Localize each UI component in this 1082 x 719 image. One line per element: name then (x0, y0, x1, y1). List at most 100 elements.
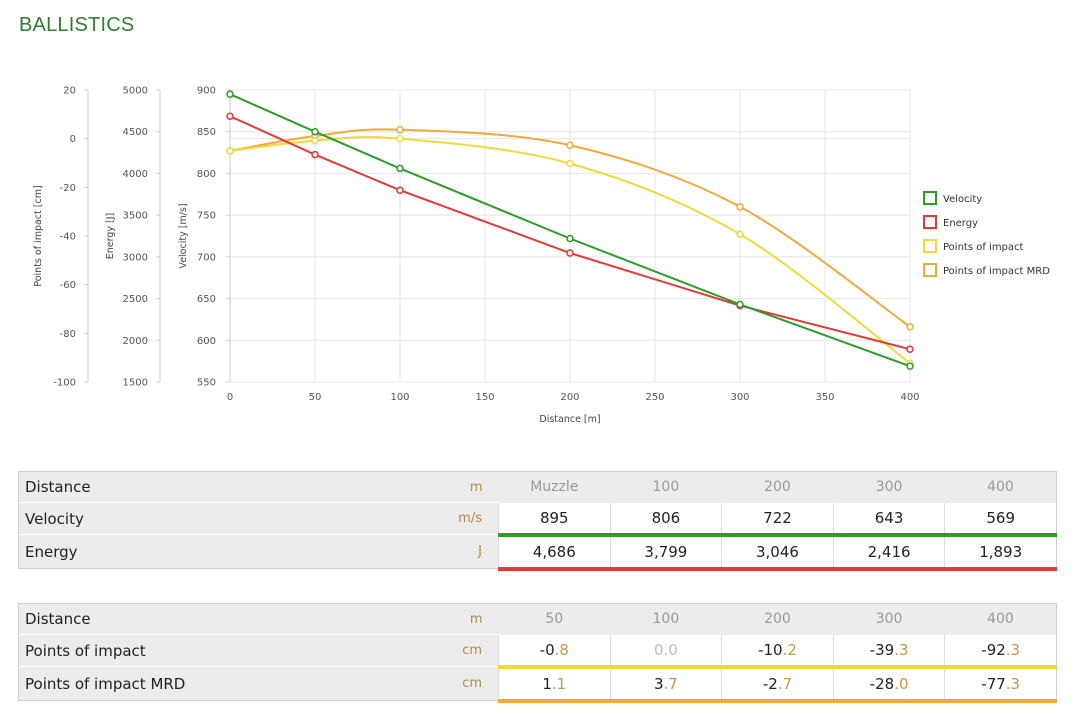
energy-tick-label: 2000 (123, 336, 148, 347)
energy-point (396, 186, 404, 194)
velocity-legend-label[interactable]: Velocity (943, 194, 982, 205)
points-of-impact-point (396, 134, 404, 143)
row-unit: m (398, 471, 499, 503)
row-label: Points of impact MRD (18, 666, 399, 701)
distance-column-header: 300 (833, 603, 945, 635)
velocity-value: 569 (944, 502, 1057, 537)
points-of-impact-mrd-point (396, 125, 404, 134)
poi-tick-label: -100 (53, 378, 76, 389)
chart-legend[interactable]: Velocity Energy Points of impact Points of … (923, 191, 1050, 277)
energy-value: 1,893 (944, 534, 1057, 571)
points-of-impact-value: -92.3 (944, 634, 1057, 669)
energy-tick-label: 2500 (123, 294, 148, 305)
x-tick-label: 50 (309, 392, 322, 403)
energy-point (311, 150, 319, 159)
distance-column-header: Muzzle (498, 471, 611, 503)
energy-value: 4,686 (498, 534, 611, 571)
x-tick-label: 400 (900, 392, 919, 403)
velocity-point (226, 90, 234, 98)
energy-axis-title: Energy [J] (105, 213, 116, 260)
points-of-impact-row: Points of impact cm -0.8 0.0 -10.2 -39.3 -92.3 (18, 634, 1057, 669)
velocity-point (736, 300, 744, 309)
velocity-legend-swatch[interactable] (923, 191, 937, 205)
points-of-impact-legend-swatch[interactable] (923, 239, 937, 253)
velocity-row: Velocity m/s 895 806 722 643 569 (18, 502, 1057, 537)
points-of-impact-mrd-row: Points of impact MRD cm 1.1 3.7 -2.7 -28.0 -77… (18, 666, 1057, 703)
velocity-tick-label: 750 (197, 211, 216, 222)
x-tick-label: 200 (560, 392, 579, 403)
points-of-impact-mrd-point (736, 203, 744, 211)
velocity-point (396, 164, 404, 173)
velocity-line (229, 93, 911, 368)
energy-legend-label[interactable]: Energy (943, 218, 978, 229)
poi-tick-label: -80 (60, 329, 76, 340)
row-label: Distance (18, 471, 399, 503)
row-unit: m (398, 603, 499, 635)
poi-axis-title: Points of impact [cm] (33, 185, 44, 286)
points-of-impact-value: -0.8 (498, 634, 611, 669)
energy-value: 3,046 (721, 534, 834, 571)
x-tick-label: 150 (475, 392, 494, 403)
velocity-axis-title: Velocity [m/s] (178, 203, 189, 268)
points-of-impact-point (311, 136, 319, 145)
energy-row: Energy J 4,686 3,799 3,046 2,416 1,893 (18, 534, 1057, 571)
poi-tick-label: 0 (70, 134, 76, 145)
distance-column-header: 100 (610, 471, 722, 503)
points-of-impact-mrd-value: 1.1 (498, 666, 611, 703)
points-of-impact-mrd-point (906, 323, 914, 331)
points-of-impact-point (566, 159, 574, 168)
velocity-tick-label: 800 (197, 169, 216, 180)
x-tick-label: 350 (815, 392, 834, 403)
energy-tick-label: 1500 (123, 378, 148, 389)
points-of-impact-mrd-value: -2.7 (721, 666, 834, 703)
energy-point (226, 112, 234, 120)
energy-point (906, 345, 914, 353)
points-of-impact-legend-label[interactable]: Points of impact (943, 242, 1024, 253)
poi-tick-label: -40 (60, 232, 76, 243)
x-tick-label: 250 (645, 392, 664, 403)
row-unit: J (398, 534, 499, 569)
points-of-impact-value: 0.0 (609, 634, 722, 669)
points-of-impact-value: -10.2 (721, 634, 834, 669)
velocity-value: 643 (832, 502, 945, 537)
energy-value: 2,416 (832, 534, 945, 571)
velocity-value: 806 (609, 502, 722, 537)
points-of-impact-mrd-legend-label[interactable]: Points of impact MRD (943, 266, 1050, 277)
velocity-point (906, 362, 914, 370)
velocity-point (566, 234, 574, 243)
points-of-impact-mrd-point (566, 141, 574, 149)
distance-column-header: 400 (944, 603, 1057, 635)
velocity-tick-label: 550 (197, 378, 216, 389)
velocity-energy-table: Distance m Muzzle 100 200 300 400 Velocity m/s 89… (18, 471, 1057, 571)
velocity-tick-label: 600 (197, 336, 216, 347)
distance-column-header: 100 (610, 603, 722, 635)
energy-tick-label: 5000 (123, 86, 148, 97)
points-of-impact-header-row: Distance m 50 100 200 300 400 (18, 603, 1057, 635)
x-tick-label: 100 (390, 392, 409, 403)
points-of-impact-mrd-legend-swatch[interactable] (923, 263, 937, 277)
velocity-energy-header-row: Distance m Muzzle 100 200 300 400 (18, 471, 1057, 503)
chart-series (226, 90, 914, 370)
velocity-tick-label: 650 (197, 294, 216, 305)
energy-tick-label: 4000 (123, 169, 148, 180)
velocity-tick-label: 900 (197, 86, 216, 97)
points-of-impact-point (226, 147, 234, 155)
velocity-tick-label: 700 (197, 252, 216, 263)
points-of-impact-mrd-value: 3.7 (609, 666, 722, 703)
page-title: BALLISTICS (19, 14, 135, 36)
row-label: Velocity (18, 502, 399, 535)
energy-legend-swatch[interactable] (923, 215, 937, 229)
points-of-impact-value: -39.3 (832, 634, 945, 669)
energy-tick-label: 3500 (123, 211, 148, 222)
points-of-impact-point (736, 230, 744, 239)
points-of-impact-mrd-value: -28.0 (832, 666, 945, 703)
x-tick-label: 0 (227, 392, 233, 403)
points-of-impact-table: Distance m 50 100 200 300 400 Points of impact c… (18, 603, 1057, 703)
velocity-point (311, 127, 319, 136)
poi-tick-label: 20 (63, 86, 76, 97)
distance-column-header: 200 (721, 471, 834, 503)
energy-point (566, 249, 574, 257)
row-label: Points of impact (18, 634, 399, 667)
velocity-value: 895 (498, 502, 611, 537)
